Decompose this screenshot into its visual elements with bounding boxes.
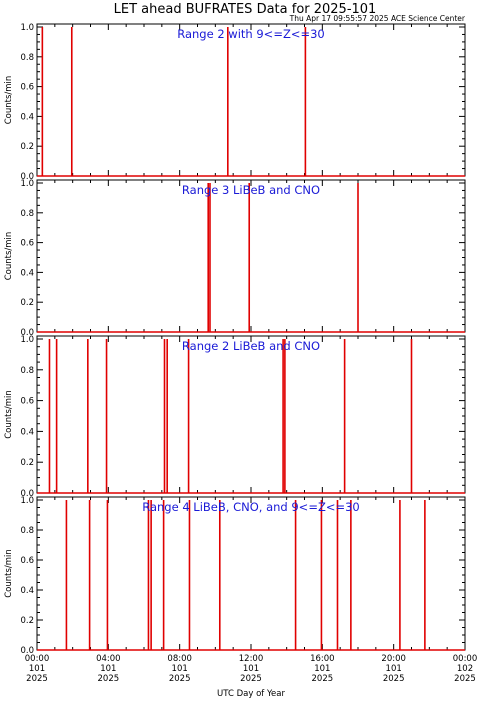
panel-title: Range 4 LiBeB, CNO, and 9<=Z<=30 — [142, 500, 360, 514]
x-tick-label: 16:00 — [310, 654, 335, 664]
y-axis-label: Counts/min — [4, 232, 14, 281]
y-axis-label: Counts/min — [4, 549, 14, 598]
y-tick-label: 0.2 — [20, 142, 34, 152]
y-tick-label: 0.4 — [20, 112, 34, 122]
x-tick-label: 00:00 — [25, 654, 50, 664]
x-tick-label: 2025 — [312, 674, 334, 684]
panel-title: Range 3 LiBeB and CNO — [182, 183, 320, 197]
x-tick-label: 2025 — [454, 674, 476, 684]
x-tick-label: 101 — [314, 664, 330, 674]
x-tick-label: 2025 — [169, 674, 191, 684]
x-tick-label: 102 — [457, 664, 473, 674]
y-tick-label: 0.8 — [20, 209, 34, 219]
y-tick-label: 0.2 — [20, 616, 34, 626]
y-tick-label: 0.6 — [20, 83, 34, 93]
x-tick-label: 12:00 — [239, 654, 264, 664]
chart-title: LET ahead BUFRATES Data for 2025-101 — [114, 2, 377, 17]
timestamp: Thu Apr 17 09:55:57 2025 ACE Science Cen… — [289, 14, 466, 23]
x-tick-label: 2025 — [26, 674, 48, 684]
y-tick-label: 0.0 — [20, 172, 34, 182]
x-tick-label: 101 — [29, 664, 45, 674]
y-tick-label: 0.0 — [20, 489, 34, 499]
x-tick-label: 2025 — [98, 674, 120, 684]
x-tick-label: 08:00 — [167, 654, 192, 664]
y-tick-label: 1.0 — [20, 335, 34, 345]
panel-frame-1 — [36, 23, 466, 177]
y-axis-label: Counts/min — [4, 390, 14, 439]
y-tick-label: 0.8 — [20, 526, 34, 536]
y-tick-label: 0.6 — [20, 397, 34, 407]
y-tick-label: 1.0 — [20, 179, 34, 189]
panel-frame-2 — [36, 179, 466, 333]
y-tick-label: 0.0 — [20, 646, 34, 656]
panel-frame-3 — [36, 335, 466, 494]
x-axis-label: UTC Day of Year — [217, 689, 285, 699]
x-tick-label: 2025 — [383, 674, 405, 684]
y-tick-label: 0.8 — [20, 53, 34, 63]
x-tick-label: 101 — [100, 664, 116, 674]
x-tick-label: 2025 — [240, 674, 262, 684]
y-tick-label: 0.4 — [20, 427, 34, 437]
y-tick-label: 0.6 — [20, 556, 34, 566]
y-tick-label: 0.4 — [20, 268, 34, 278]
x-tick-label: 101 — [386, 664, 402, 674]
y-tick-label: 0.0 — [20, 328, 34, 338]
y-tick-label: 0.6 — [20, 239, 34, 249]
y-tick-label: 0.4 — [20, 586, 34, 596]
y-tick-label: 1.0 — [20, 496, 34, 506]
x-tick-label: 20:00 — [381, 654, 406, 664]
x-tick-label: 00:00 — [453, 654, 478, 664]
panel-title: Range 2 LiBeB and CNO — [182, 339, 320, 353]
y-tick-label: 0.8 — [20, 366, 34, 376]
panel-frame-4 — [36, 496, 466, 651]
x-tick-label: 101 — [243, 664, 259, 674]
panel-title: Range 2 with 9<=Z<=30 — [177, 27, 325, 41]
y-tick-label: 0.2 — [20, 298, 34, 308]
x-tick-label: 04:00 — [96, 654, 121, 664]
y-tick-label: 1.0 — [20, 23, 34, 33]
y-tick-label: 0.2 — [20, 458, 34, 468]
x-tick-label: 101 — [172, 664, 188, 674]
y-axis-label: Counts/min — [4, 76, 14, 125]
